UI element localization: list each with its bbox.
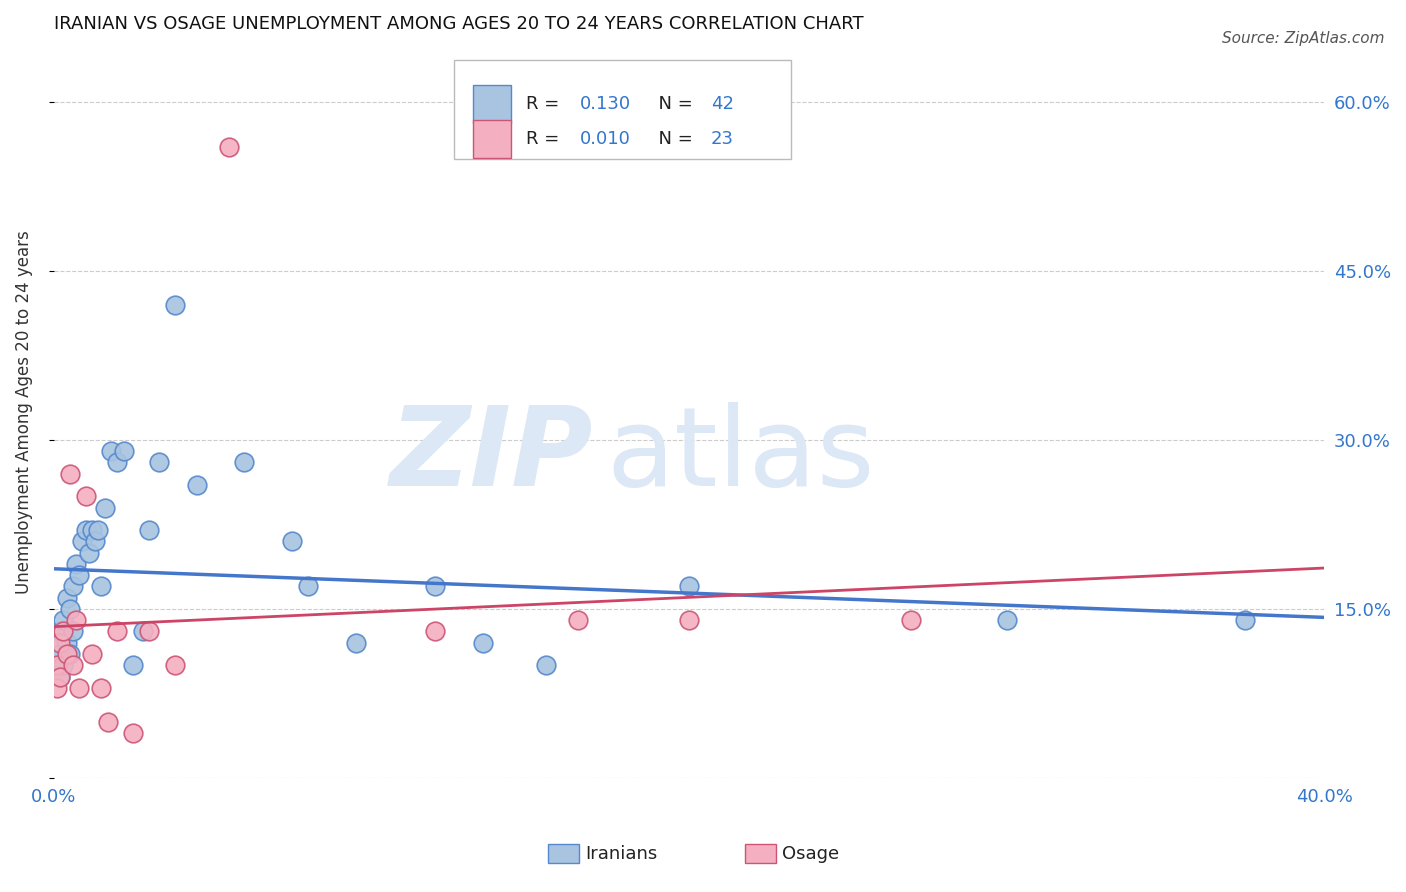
- Point: [59, 647, 82, 661]
- Text: ZIP: ZIP: [391, 402, 593, 509]
- Point: [233, 455, 256, 469]
- Point: [52, 658, 75, 673]
- Point: [1233, 613, 1256, 627]
- Point: [90, 579, 112, 593]
- Text: R =: R =: [526, 95, 565, 112]
- Point: [75, 523, 97, 537]
- Point: [67, 568, 90, 582]
- Text: N =: N =: [647, 95, 699, 112]
- Point: [46, 658, 69, 673]
- FancyBboxPatch shape: [472, 85, 512, 123]
- Point: [900, 613, 922, 627]
- Point: [46, 636, 69, 650]
- Point: [55, 647, 77, 661]
- Point: [62, 624, 84, 639]
- Point: [105, 455, 128, 469]
- Point: [112, 444, 135, 458]
- Point: [59, 467, 82, 481]
- Point: [534, 658, 557, 673]
- Point: [80, 523, 103, 537]
- Point: [678, 579, 700, 593]
- Point: [132, 624, 155, 639]
- Point: [52, 624, 75, 639]
- Point: [297, 579, 319, 593]
- FancyBboxPatch shape: [472, 120, 512, 159]
- FancyBboxPatch shape: [454, 61, 790, 159]
- Point: [148, 455, 170, 469]
- Point: [49, 636, 72, 650]
- Point: [67, 681, 90, 695]
- Point: [100, 444, 122, 458]
- Text: atlas: atlas: [606, 402, 875, 509]
- Point: [62, 579, 84, 593]
- Point: [55, 591, 77, 605]
- Point: [567, 613, 589, 627]
- Point: [55, 636, 77, 650]
- Point: [49, 647, 72, 661]
- Point: [995, 613, 1018, 627]
- Point: [163, 658, 186, 673]
- Point: [138, 523, 160, 537]
- Point: [122, 658, 145, 673]
- Point: [80, 647, 103, 661]
- Text: Osage: Osage: [782, 845, 839, 863]
- Point: [49, 669, 72, 683]
- Point: [105, 624, 128, 639]
- Point: [122, 726, 145, 740]
- Point: [77, 546, 100, 560]
- Point: [87, 523, 110, 537]
- Point: [62, 658, 84, 673]
- Text: R =: R =: [526, 130, 565, 148]
- Text: Iranians: Iranians: [585, 845, 657, 863]
- Point: [471, 636, 494, 650]
- Text: 42: 42: [710, 95, 734, 112]
- Text: 0.010: 0.010: [579, 130, 631, 148]
- Point: [93, 500, 115, 515]
- Point: [52, 613, 75, 627]
- Point: [423, 579, 446, 593]
- Point: [163, 298, 186, 312]
- Point: [97, 714, 120, 729]
- Text: 23: 23: [710, 130, 734, 148]
- Text: Source: ZipAtlas.com: Source: ZipAtlas.com: [1222, 31, 1385, 46]
- Point: [186, 478, 208, 492]
- Point: [75, 489, 97, 503]
- Point: [49, 624, 72, 639]
- Point: [90, 681, 112, 695]
- Point: [59, 602, 82, 616]
- Point: [344, 636, 367, 650]
- Point: [72, 534, 94, 549]
- Point: [46, 658, 69, 673]
- Text: 0.130: 0.130: [579, 95, 631, 112]
- Point: [138, 624, 160, 639]
- Point: [65, 557, 87, 571]
- Point: [678, 613, 700, 627]
- Point: [281, 534, 304, 549]
- Point: [423, 624, 446, 639]
- Y-axis label: Unemployment Among Ages 20 to 24 years: Unemployment Among Ages 20 to 24 years: [15, 230, 32, 594]
- Point: [65, 613, 87, 627]
- Point: [46, 681, 69, 695]
- Text: IRANIAN VS OSAGE UNEMPLOYMENT AMONG AGES 20 TO 24 YEARS CORRELATION CHART: IRANIAN VS OSAGE UNEMPLOYMENT AMONG AGES…: [53, 15, 863, 33]
- Point: [218, 140, 240, 154]
- Point: [84, 534, 107, 549]
- Point: [49, 669, 72, 683]
- Text: N =: N =: [647, 130, 699, 148]
